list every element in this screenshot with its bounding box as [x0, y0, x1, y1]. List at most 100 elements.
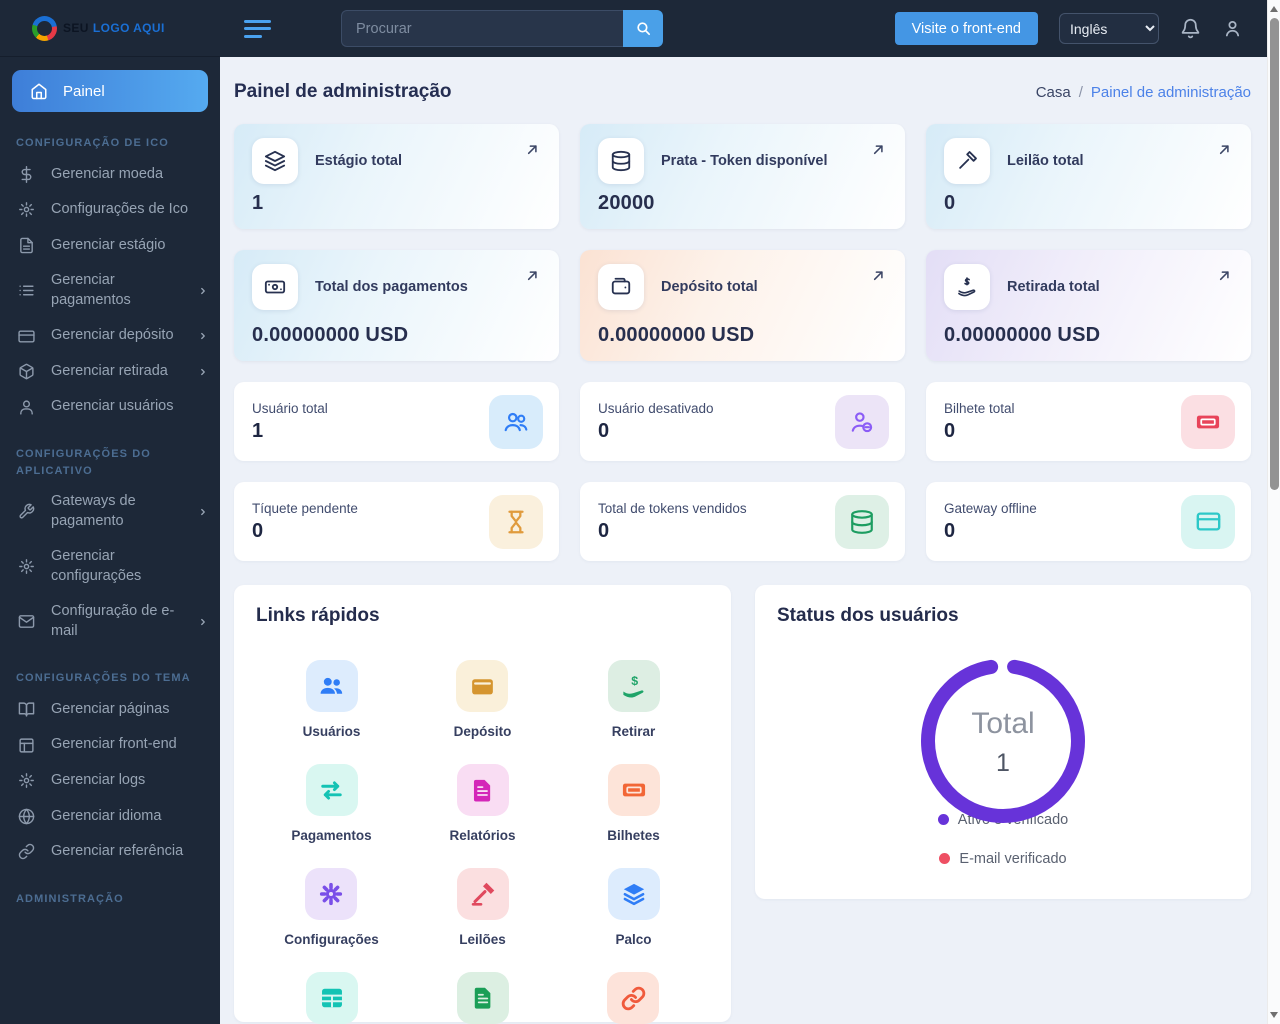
- mini-value: 0: [252, 519, 264, 542]
- sidebar-section-title: CONFIGURAÇÕES DO APLICATIVO: [16, 448, 151, 477]
- notifications-bell-icon[interactable]: [1180, 18, 1201, 39]
- quick-link-bilhetes[interactable]: Bilhetes: [607, 764, 660, 843]
- breadcrumb-home-link[interactable]: Casa: [1035, 83, 1071, 101]
- open-link-arrow-icon[interactable]: [870, 267, 887, 284]
- sidebar-item-gerenciar-retirada[interactable]: Gerenciar retirada: [0, 354, 220, 390]
- scroll-down-arrow-icon[interactable]: [1270, 1012, 1278, 1018]
- quick-link-referencia[interactable]: Referência: [599, 972, 668, 1024]
- stat-cards: Estágio total 1 Prata - Token disponível…: [234, 124, 1251, 361]
- sidebar-item-label: Gerenciar pagamentos: [51, 272, 131, 308]
- gear-icon: [17, 558, 36, 575]
- sidebar-item-configuracao-email[interactable]: Configuração de e-mail: [0, 594, 220, 649]
- sidebar-item-gerenciar-usuarios[interactable]: Gerenciar usuários: [0, 389, 220, 425]
- sidebar-item-gerenciar-configuracoes[interactable]: Gerenciar configurações: [0, 539, 220, 594]
- sidebar-item-label: Gerenciar depósito: [51, 327, 174, 344]
- scroll-up-arrow-icon[interactable]: [1270, 6, 1278, 12]
- mini-card-tiquete-pendente: Tíquete pendente 0: [234, 482, 559, 561]
- wallet-icon: [456, 660, 509, 712]
- stat-title: Estágio total: [315, 153, 403, 169]
- sidebar-item-gerenciar-estagio[interactable]: Gerenciar estágio: [0, 228, 220, 264]
- sidebar-item-gerenciar-pagamentos[interactable]: Gerenciar pagamentos: [0, 263, 220, 318]
- gear-icon: [17, 201, 36, 218]
- stat-card-retirada-total: Retirada total 0.00000000 USD: [926, 250, 1251, 361]
- quick-links-title: Links rápidos: [256, 605, 380, 626]
- sidebar-item-label: Gateways de pagamento: [51, 493, 136, 529]
- scrollbar-thumb[interactable]: [1270, 18, 1279, 490]
- mail-icon: [17, 613, 36, 630]
- sidebar-item-gateways-pagamento[interactable]: Gateways de pagamento: [0, 484, 220, 539]
- breadcrumb: Casa / Painel de administração: [1036, 84, 1251, 101]
- mini-label: Total de tokens vendidos: [598, 500, 747, 516]
- sidebar-item-gerenciar-frontend[interactable]: Gerenciar front-end: [0, 727, 220, 763]
- sidebar-item-gerenciar-paginas[interactable]: Gerenciar páginas: [0, 692, 220, 728]
- open-link-arrow-icon[interactable]: [524, 141, 541, 158]
- stat-value: 0.00000000 USD: [598, 324, 755, 346]
- open-link-arrow-icon[interactable]: [870, 141, 887, 158]
- users-icon: [489, 394, 543, 449]
- menu-toggle-icon[interactable]: [244, 15, 271, 42]
- chevron-right-icon: [198, 367, 208, 377]
- sidebar-section-title: ADMINISTRAÇÃO: [16, 892, 124, 905]
- sidebar-item-gerenciar-idioma[interactable]: Gerenciar idioma: [0, 799, 220, 835]
- wallet-icon: [598, 264, 644, 310]
- open-link-arrow-icon[interactable]: [524, 267, 541, 284]
- quick-link-deposito[interactable]: Depósito: [454, 660, 511, 739]
- quick-links-panel: Links rápidos Usuários Depósito $ Retira…: [234, 585, 731, 1024]
- user-icon: [17, 399, 36, 416]
- quick-link-label: Palco: [615, 932, 652, 947]
- search-button[interactable]: [623, 10, 663, 47]
- mini-card-usuario-desativado: Usuário desativado 0: [580, 382, 905, 461]
- language-select[interactable]: Inglês: [1059, 13, 1159, 44]
- sidebar-item-label: Gerenciar páginas: [51, 700, 170, 717]
- sidebar-item-configuracoes-ico[interactable]: Configurações de Ico: [0, 192, 220, 228]
- sidebar-section-title: CONFIGURAÇÃO DE ICO: [16, 137, 169, 149]
- quick-link-palco[interactable]: Palco: [607, 868, 660, 947]
- sidebar-item-gerenciar-logs[interactable]: Gerenciar logs: [0, 763, 220, 799]
- book-icon: [17, 701, 36, 718]
- logo-text-primary: SEU: [63, 21, 89, 35]
- sidebar-item-label: Gerenciar estágio: [51, 236, 166, 253]
- logo-text-secondary: LOGO AQUI: [92, 21, 165, 35]
- sidebar-item-gerenciar-referencia[interactable]: Gerenciar referência: [0, 834, 220, 870]
- banknote-icon: [252, 264, 298, 310]
- search-input[interactable]: [341, 10, 623, 47]
- sidebar-item-label: Gerenciar usuários: [51, 398, 174, 415]
- ticket-icon: [607, 764, 660, 816]
- document-icon: [17, 237, 36, 254]
- open-link-arrow-icon[interactable]: [1216, 141, 1233, 158]
- quick-link-configuracoes[interactable]: Configurações: [284, 868, 379, 947]
- quick-link-label: Bilhetes: [607, 828, 660, 843]
- sidebar-item-painel[interactable]: Painel: [12, 70, 208, 112]
- stat-title: Leilão total: [1007, 153, 1084, 169]
- stat-title: Retirada total: [1007, 279, 1100, 295]
- sidebar: SEU LOGO AQUI Painel CONFIGURAÇÃO DE ICO…: [0, 0, 220, 1024]
- vertical-scrollbar[interactable]: [1267, 0, 1280, 1024]
- stat-card-deposito-total: Depósito total 0.00000000 USD: [580, 250, 905, 361]
- package-icon: [17, 363, 36, 380]
- donut-center-text: Total 1: [755, 707, 1251, 778]
- logo[interactable]: SEU LOGO AQUI: [0, 0, 220, 57]
- quick-link-label: Relatórios: [449, 828, 516, 843]
- mini-label: Tíquete pendente: [252, 500, 358, 516]
- quick-link-frontend[interactable]: Front-end: [300, 972, 363, 1024]
- quick-link-logs[interactable]: Logs: [456, 972, 509, 1024]
- hand-dollar-icon: $: [607, 660, 660, 712]
- open-link-arrow-icon[interactable]: [1216, 267, 1233, 284]
- quick-link-retirar[interactable]: $ Retirar: [607, 660, 660, 739]
- svg-text:$: $: [631, 673, 638, 687]
- gear-icon: [17, 772, 36, 789]
- quick-link-label: Pagamentos: [291, 828, 372, 843]
- credit-card-icon: [1181, 494, 1235, 549]
- sidebar-item-gerenciar-moeda[interactable]: Gerenciar moeda: [0, 157, 220, 193]
- quick-link-relatorios[interactable]: Relatórios: [449, 764, 516, 843]
- stat-title: Prata - Token disponível: [661, 153, 828, 169]
- sidebar-section-title: CONFIGURAÇÕES DO TEMA: [16, 672, 191, 685]
- sidebar-item-gerenciar-deposito[interactable]: Gerenciar depósito: [0, 318, 220, 354]
- breadcrumb-current-link[interactable]: Painel de administração: [1090, 83, 1251, 101]
- visit-frontend-button[interactable]: Visite o front-end: [894, 12, 1038, 45]
- quick-link-usuarios[interactable]: Usuários: [303, 660, 360, 739]
- quick-link-leiloes[interactable]: Leilões: [456, 868, 509, 947]
- user-profile-icon[interactable]: [1222, 18, 1243, 39]
- quick-link-pagamentos[interactable]: Pagamentos: [291, 764, 372, 843]
- mini-card-tokens-vendidos: Total de tokens vendidos 0: [580, 482, 905, 561]
